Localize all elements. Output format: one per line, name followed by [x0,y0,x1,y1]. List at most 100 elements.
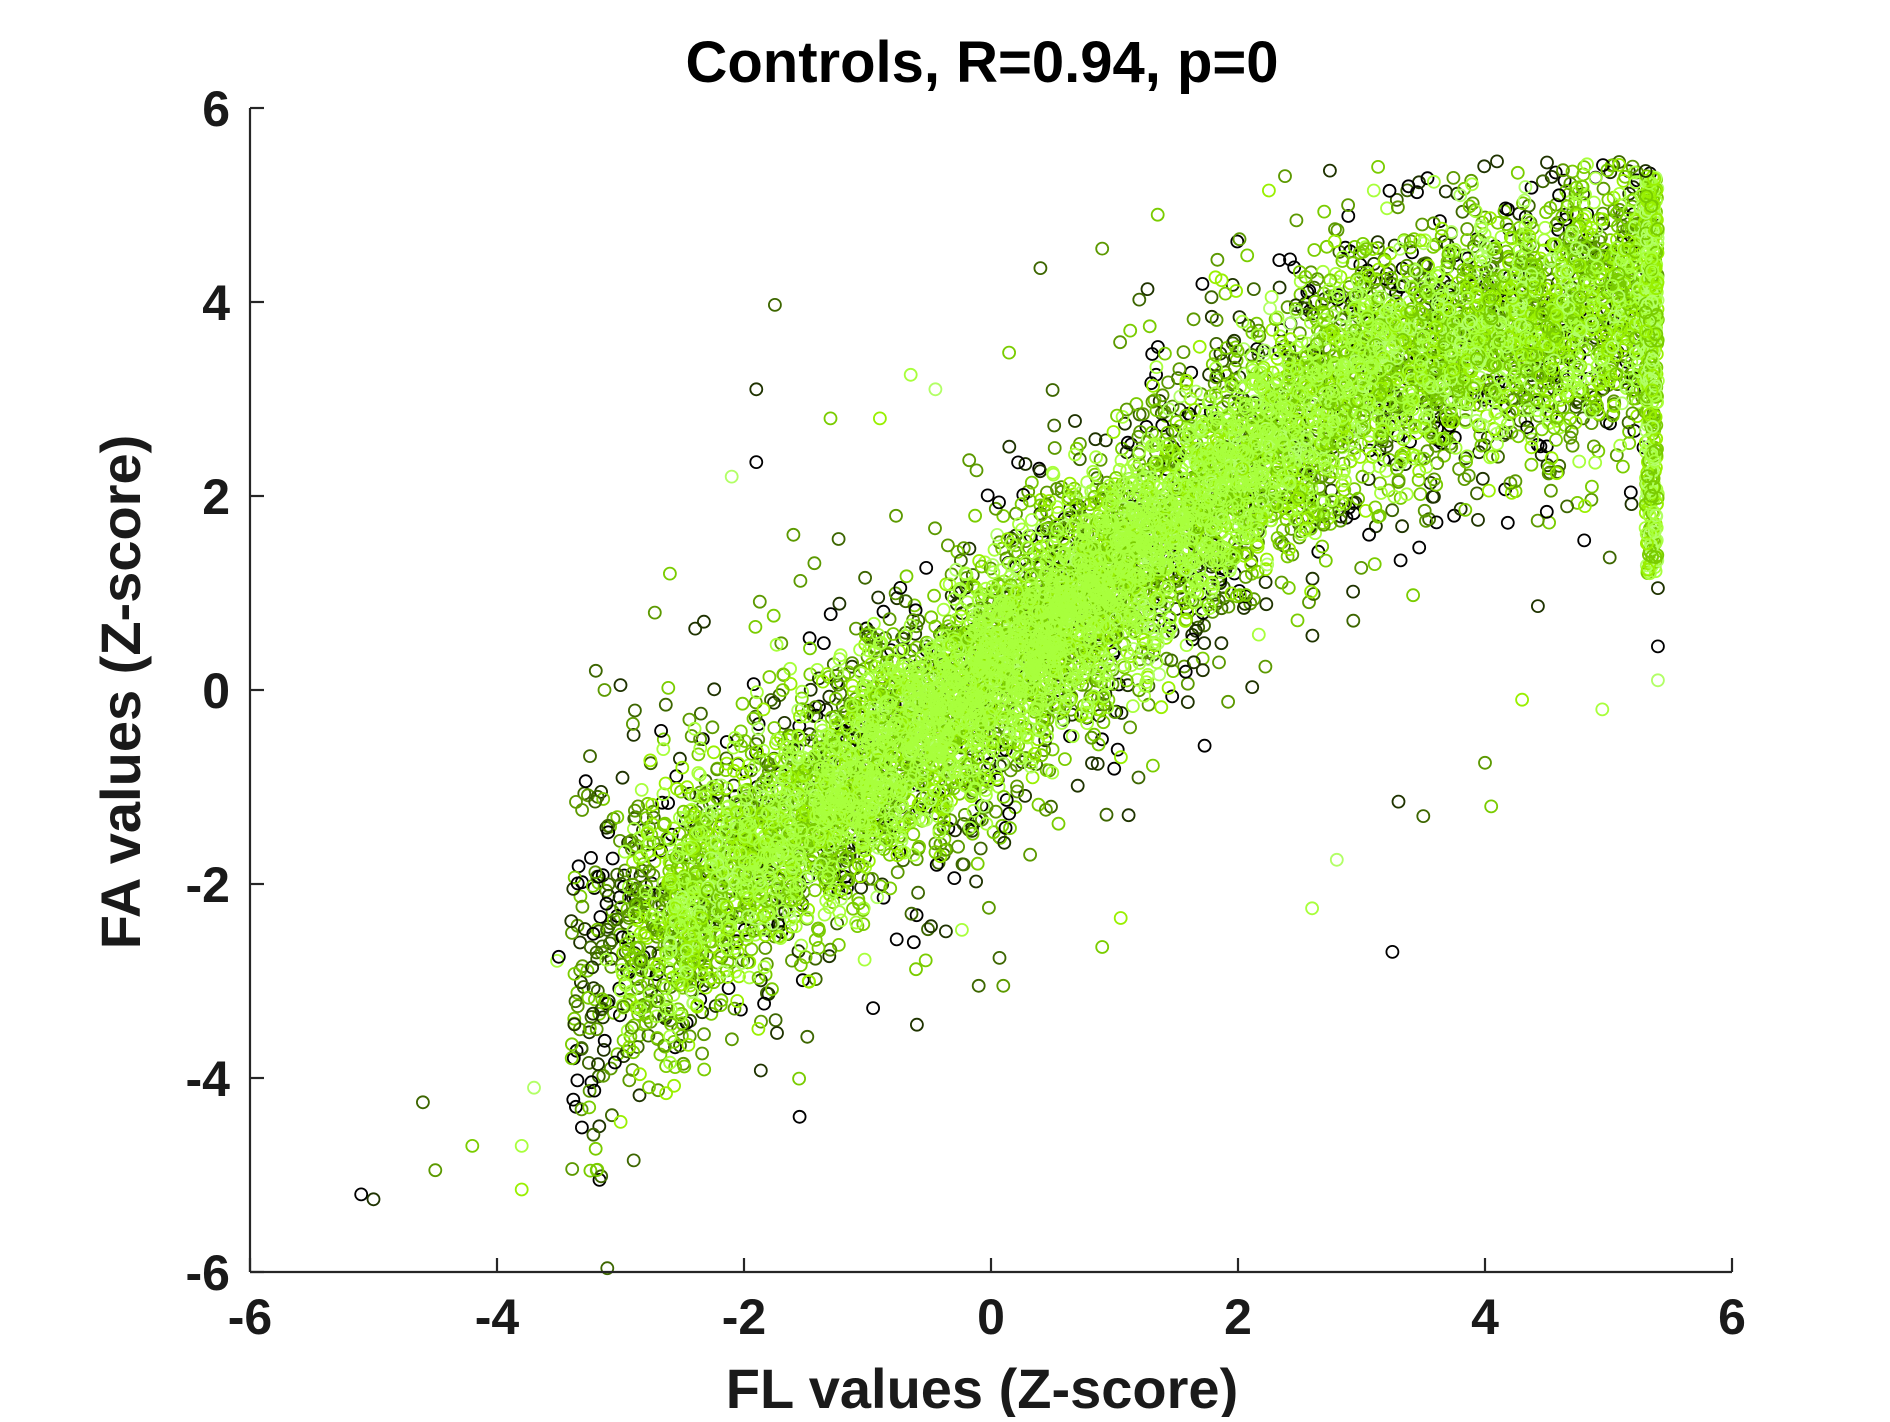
data-point [590,1162,605,1177]
data-point [684,729,699,743]
data-point [1272,280,1287,295]
data-point [829,691,843,706]
data-point [1540,155,1554,170]
data-point [658,697,673,712]
data-point [1306,587,1321,601]
data-point [808,972,823,986]
data-point [808,700,823,715]
data-point [1624,497,1639,512]
data-point [1411,473,1426,487]
data-point [570,876,585,891]
data-point [1304,584,1318,599]
data-point [1018,789,1032,803]
data-point [649,1009,664,1024]
data-point [1536,174,1550,189]
data-point [661,681,676,695]
data-point [1099,807,1114,822]
data-point [1293,274,1308,289]
data-point [1401,179,1416,194]
data-point [965,826,980,841]
data-point [1609,448,1624,463]
data-point [1208,270,1223,285]
data-point [586,926,601,941]
data-point [1318,553,1333,568]
data-point [573,889,588,904]
data-point [1142,319,1157,334]
data-point [632,1088,647,1103]
data-point [849,915,863,930]
data-point [1110,408,1124,423]
data-point [816,636,831,650]
data-point [626,728,641,742]
data-point [581,990,596,1005]
data-point [597,683,612,697]
data-point [746,677,761,691]
data-point [653,1047,668,1062]
data-point [823,607,838,621]
data-point [1289,213,1304,228]
data-point [1123,323,1138,338]
data-point [600,1261,615,1276]
data-point [803,667,818,682]
data-point [944,567,959,582]
data-point [1270,531,1285,545]
data-point [1437,448,1451,463]
data-point [1113,335,1127,350]
data-point [793,574,808,588]
data-point [1178,664,1193,679]
data-point [1550,465,1565,479]
data-point [1221,599,1236,614]
data-point [1447,508,1461,523]
data-point [1058,752,1072,766]
data-point [1351,491,1365,506]
data-point [614,900,628,915]
data-point [1539,504,1554,519]
data-point [1307,280,1321,295]
data-point [653,845,668,860]
data-point [1470,486,1484,501]
data-point [567,967,582,981]
data-point [1333,433,1347,448]
data-point [803,641,817,656]
data-point [1045,383,1060,397]
data-point [1240,248,1255,263]
data-point [584,1075,599,1090]
data-point [1111,677,1126,692]
data-point [748,695,763,710]
data-point [587,1083,602,1098]
data-point [1429,515,1444,530]
data-point [634,783,649,797]
data-point [889,508,903,523]
data-point [617,879,631,894]
data-point [927,588,941,603]
data-point [1419,459,1434,474]
data-point [756,753,771,767]
data-point [605,851,620,866]
data-point [792,1071,806,1086]
data-point [1524,457,1539,472]
data-point [599,896,614,911]
data-point [808,883,822,898]
data-point [784,919,799,934]
data-point [758,941,773,955]
data-point [1289,298,1303,313]
data-point [1541,466,1556,481]
data-point [1367,557,1382,571]
data-point [634,963,649,978]
data-point [765,982,779,997]
data-point [613,1115,628,1129]
data-point [673,751,687,766]
data-point [936,602,951,617]
data-point [1603,165,1618,180]
data-point [1560,499,1574,514]
data-point [889,932,904,947]
data-point [1054,480,1069,495]
data-point [582,1025,597,1040]
data-point [1176,345,1191,360]
data-point [626,1153,641,1168]
data-point [1120,435,1135,450]
data-point [1114,750,1128,765]
data-point [663,1055,677,1070]
data-point [1413,487,1428,502]
data-point [1165,399,1180,414]
